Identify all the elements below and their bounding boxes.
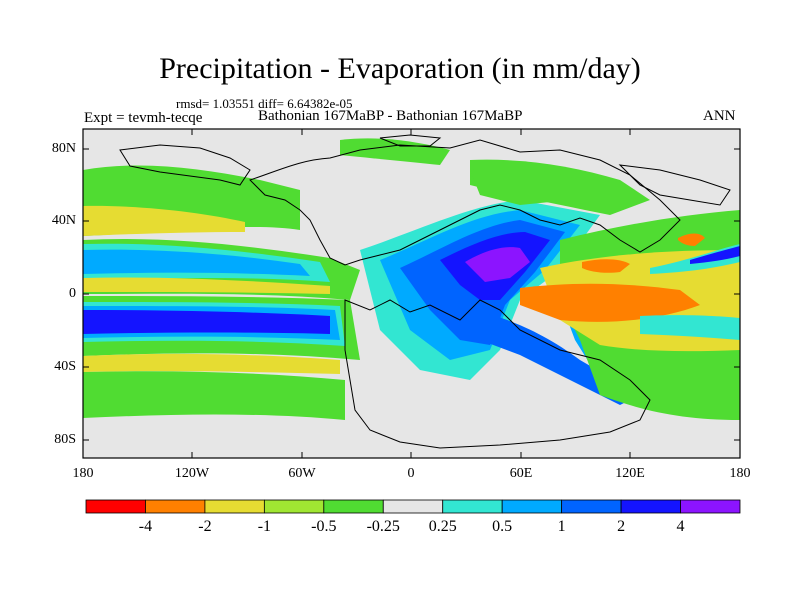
y-label-80s: 80S — [54, 432, 76, 447]
comparison-label: Bathonian 167MaBP - Bathonian 167MaBP — [258, 108, 523, 124]
contour-orange-north-patch — [582, 259, 630, 273]
coastline-arctic-island — [379, 134, 442, 147]
coastline-gondwana — [344, 299, 651, 449]
contour-cyan-east-south-stripe — [640, 315, 740, 340]
axis-ticks — [83, 129, 740, 458]
contour-field — [83, 129, 740, 458]
colorbar-swatch — [145, 499, 206, 514]
colorbar-swatch — [680, 499, 741, 514]
contour-green-arctic — [340, 138, 450, 165]
colorbar-swatch — [561, 499, 622, 514]
contour-tropical-yellow-north — [83, 277, 330, 294]
colorbar-swatch — [204, 499, 265, 514]
colorbar-label: 0.25 — [428, 518, 457, 535]
x-label-180-left: 180 — [72, 466, 94, 481]
y-label-0: 0 — [69, 286, 76, 301]
colorbar-swatch — [501, 499, 563, 514]
colorbar-label: 1 — [557, 518, 566, 535]
contour-blue-east-stripe — [690, 246, 740, 264]
contour-orange-eastern — [520, 283, 700, 322]
contour-green-south-pacific — [83, 371, 345, 420]
coastline-east-asia — [618, 164, 731, 206]
stats-text: rmsd= 1.03551 diff= 6.64382e-05 — [176, 96, 353, 111]
contour-orange-east-patch — [678, 233, 705, 246]
y-label-40s: 40S — [54, 359, 76, 374]
contour-green-east-north-patch — [470, 168, 580, 205]
x-label-120e: 120E — [615, 466, 645, 481]
colorbar-label: -0.5 — [311, 518, 337, 535]
colorbar-swatch — [323, 499, 384, 514]
coastlines — [119, 134, 731, 449]
colorbar-swatch — [442, 499, 503, 514]
colorbar-label: 2 — [617, 518, 626, 535]
y-label-40n: 40N — [51, 213, 76, 228]
contour-tropical-lightblue-north — [83, 249, 310, 276]
coastline-laurasia — [249, 139, 681, 266]
colorbar-swatch — [382, 499, 444, 514]
coastline-north-america — [119, 144, 251, 186]
colorbar-label: -1 — [257, 518, 272, 535]
x-label-60e: 60E — [509, 466, 533, 481]
colorbar-swatch — [85, 499, 146, 514]
experiment-label: Expt = tevmh-tecqe — [84, 110, 203, 126]
colorbar-label: 4 — [676, 518, 685, 535]
x-label-0: 0 — [407, 466, 415, 481]
contour-southern-yellow — [83, 353, 340, 374]
contour-equatorial-blue — [83, 310, 330, 334]
map-title: Precipitation - Evaporation (in mm/day) — [159, 52, 641, 85]
x-label-180-right: 180 — [729, 466, 751, 481]
colorbar-label: -4 — [138, 518, 153, 535]
colorbar-swatch — [263, 499, 325, 514]
contour-purple-tethys — [465, 247, 530, 282]
colorbar-label: -2 — [198, 518, 212, 535]
colorbar — [85, 499, 741, 514]
season-label: ANN — [703, 108, 736, 124]
colorbar-swatch — [620, 499, 681, 514]
x-label-60w: 60W — [288, 466, 316, 481]
colorbar-label: 0.5 — [492, 518, 513, 535]
contour-yellow-north-pacific — [83, 205, 245, 236]
y-label-80n: 80N — [51, 141, 76, 156]
colorbar-label: -0.25 — [366, 518, 400, 535]
x-label-120w: 120W — [174, 466, 210, 481]
